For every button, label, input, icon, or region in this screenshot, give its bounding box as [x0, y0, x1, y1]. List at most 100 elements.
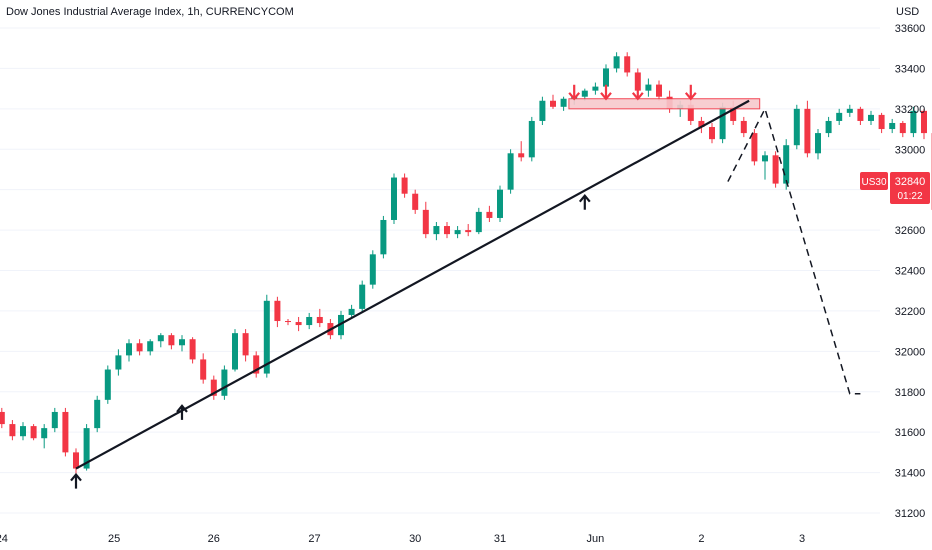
- candle-body: [83, 428, 90, 469]
- chart-title: Dow Jones Industrial Average Index, 1h, …: [6, 6, 294, 18]
- candle-body: [41, 428, 48, 439]
- candle-body: [486, 211, 493, 218]
- candle-body: [9, 424, 16, 437]
- support-arrow-icon: [70, 472, 82, 489]
- candle-series: [0, 52, 932, 475]
- candle-body: [147, 341, 154, 352]
- price-tag-symbol-bg: [860, 172, 888, 190]
- candle-body: [263, 300, 270, 374]
- price-tick-label: 33200: [895, 104, 926, 116]
- candle-body: [168, 335, 175, 346]
- time-axis[interactable]: 24 25 26 27 30 31 Jun 2 3: [0, 533, 805, 545]
- candle-body: [104, 369, 111, 400]
- resistance-arrow-head: [600, 92, 612, 101]
- price-tick-label: 31600: [895, 427, 926, 439]
- candle-body: [338, 314, 344, 336]
- candle-body: [634, 72, 641, 91]
- candle-body: [179, 339, 185, 346]
- candle-body: [391, 177, 397, 220]
- annotations: [70, 84, 861, 489]
- candle-body: [242, 333, 249, 356]
- candle-body: [221, 369, 228, 396]
- candle-body: [359, 284, 366, 309]
- time-tick-label: 27: [308, 533, 320, 545]
- grid-lines: [0, 27, 880, 514]
- time-tick-label: 25: [108, 533, 120, 545]
- candle-body: [793, 108, 800, 146]
- candle-body: [348, 308, 355, 315]
- candle-body: [507, 153, 514, 190]
- candle-body: [444, 226, 450, 235]
- last-price-tag: US30 32840 01:22: [860, 172, 930, 204]
- candle-body: [645, 84, 652, 91]
- candle-body: [592, 86, 599, 91]
- candle-body: [518, 153, 525, 158]
- candle-body: [783, 145, 790, 184]
- support-trendline: [75, 99, 750, 470]
- support-arrow-icon: [176, 404, 188, 420]
- candle-body: [899, 122, 906, 134]
- candle-body: [0, 411, 5, 425]
- time-tick-label: 3: [799, 533, 805, 545]
- candle-body: [51, 411, 58, 429]
- time-tick-label: 2: [698, 533, 704, 545]
- candle-body: [740, 120, 747, 134]
- candle-body: [369, 254, 376, 285]
- price-tag-value-bg: [890, 172, 930, 204]
- resistance-arrow-icon: [631, 84, 644, 101]
- candle-body: [210, 379, 217, 396]
- resistance-arrow-head: [684, 92, 697, 101]
- candle-body: [200, 359, 207, 380]
- candle-body: [613, 56, 620, 69]
- support-arrow-head: [176, 404, 188, 413]
- candle-body: [316, 316, 323, 324]
- candle-body: [465, 230, 472, 233]
- price-tick-label: 31400: [895, 468, 926, 480]
- candle-body: [825, 120, 832, 134]
- price-tag-symbol: US30: [861, 177, 886, 188]
- price-tick-label: 33400: [895, 63, 926, 75]
- candle-body: [528, 120, 535, 158]
- support-arrow-icon: [578, 194, 591, 210]
- candle-body: [698, 120, 705, 128]
- resistance-arrow-icon: [684, 84, 697, 101]
- candle-body: [497, 189, 503, 218]
- candle-body: [115, 355, 122, 370]
- candle-body: [380, 219, 387, 255]
- candle-body: [306, 316, 313, 326]
- time-tick-label: Jun: [587, 533, 605, 545]
- resistance-zone: [568, 98, 761, 110]
- price-axis[interactable]: 3360033400332003300032800326003240032200…: [895, 23, 926, 520]
- candle-body: [836, 112, 843, 121]
- candle-body: [878, 114, 885, 130]
- candle-body: [20, 426, 26, 437]
- candle-body: [656, 84, 662, 97]
- price-tick-label: 32000: [895, 346, 926, 358]
- candle-body: [157, 335, 164, 342]
- candle-body: [889, 122, 896, 130]
- candle-body: [274, 300, 281, 322]
- candle-body: [762, 155, 768, 162]
- candle-body: [868, 114, 874, 121]
- candle-body: [581, 90, 588, 97]
- candle-body: [454, 230, 461, 235]
- time-tick-label: 30: [409, 533, 421, 545]
- resistance-arrow-icon: [568, 84, 581, 101]
- candle-body: [751, 133, 758, 162]
- candle-body: [550, 100, 556, 107]
- price-tick-label: 31200: [895, 508, 926, 520]
- price-tick-label: 33000: [895, 144, 926, 156]
- candle-body: [285, 321, 291, 323]
- candle-body: [295, 322, 302, 326]
- candle-body: [921, 110, 927, 134]
- candle-body: [30, 426, 37, 439]
- resistance-arrow-head: [631, 92, 644, 101]
- price-tick-label: 32200: [895, 306, 926, 318]
- candle-body: [433, 226, 440, 235]
- candle-body: [709, 127, 715, 140]
- candle-body: [422, 209, 429, 235]
- candle-body: [772, 155, 779, 184]
- price-tick-label: 31800: [895, 387, 926, 399]
- candle-body: [126, 343, 132, 356]
